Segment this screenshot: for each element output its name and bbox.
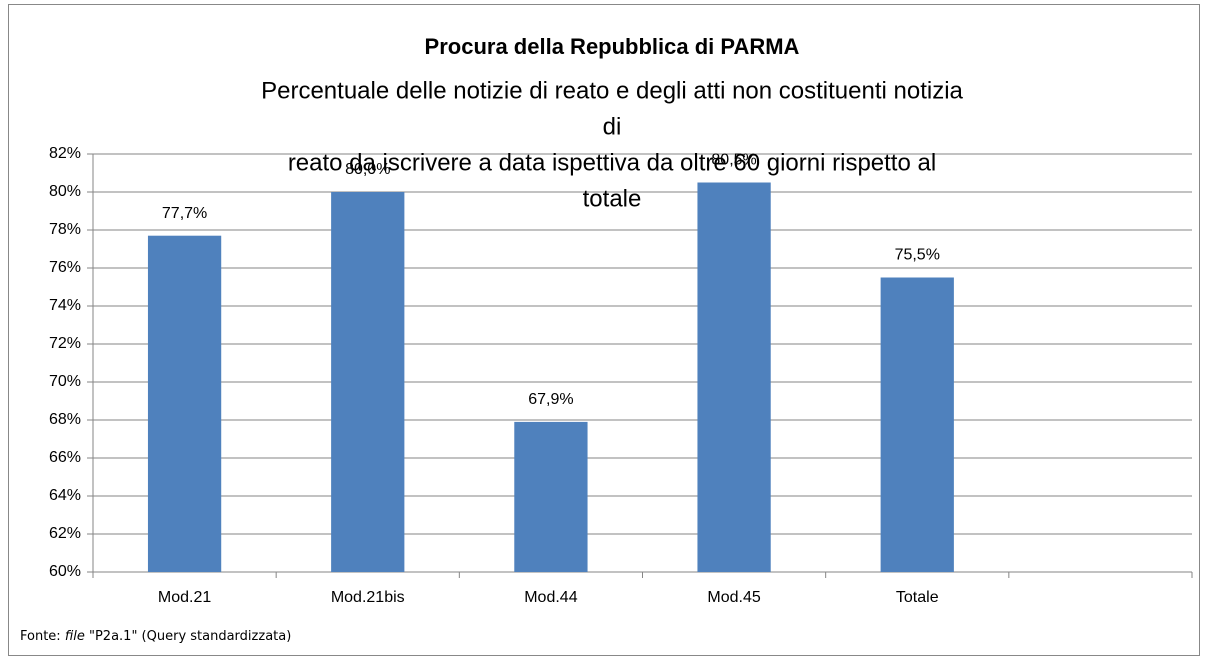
y-tick-label: 66%	[49, 449, 81, 466]
y-tick-label: 74%	[49, 297, 81, 314]
y-tick-label: 62%	[49, 525, 81, 542]
x-tick-label: Mod.21bis	[331, 589, 405, 606]
y-tick-label: 82%	[49, 145, 81, 162]
bar	[514, 421, 588, 572]
x-tick-label: Mod.45	[707, 589, 760, 606]
y-tick-label: 78%	[49, 221, 81, 238]
y-tick-label: 64%	[49, 487, 81, 504]
chart-subtitle: totale	[583, 185, 642, 212]
chart-subtitle: Percentuale delle notizie di reato e deg…	[261, 77, 963, 104]
x-tick-label: Totale	[896, 589, 939, 606]
y-tick-label: 68%	[49, 411, 81, 428]
y-tick-label: 80%	[49, 183, 81, 200]
bar	[331, 192, 405, 572]
y-tick-label: 70%	[49, 373, 81, 390]
x-tick-label: Mod.44	[524, 589, 577, 606]
data-label: 75,5%	[895, 247, 940, 264]
y-tick-label: 76%	[49, 259, 81, 276]
chart-title: Procura della Repubblica di PARMA	[425, 34, 800, 59]
data-label: 80,5%	[711, 152, 756, 169]
chart-subtitle: reato da iscrivere a data ispettiva da o…	[288, 149, 936, 176]
y-tick-label: 72%	[49, 335, 81, 352]
data-label: 67,9%	[528, 391, 573, 408]
bar	[697, 182, 771, 572]
source-file: file	[65, 629, 85, 644]
source-rest: "P2a.1" (Query standardizzata)	[89, 629, 291, 644]
y-tick-label: 60%	[49, 563, 81, 580]
source-note: Fonte: file "P2a.1" (Query standardizzat…	[20, 629, 291, 644]
data-label: 80,0%	[345, 161, 390, 178]
x-tick-label: Mod.21	[158, 589, 211, 606]
source-prefix: Fonte:	[20, 629, 61, 644]
bar	[880, 277, 954, 572]
data-label: 77,7%	[162, 205, 207, 222]
bar	[147, 235, 222, 572]
chart-subtitle: di	[603, 113, 622, 140]
